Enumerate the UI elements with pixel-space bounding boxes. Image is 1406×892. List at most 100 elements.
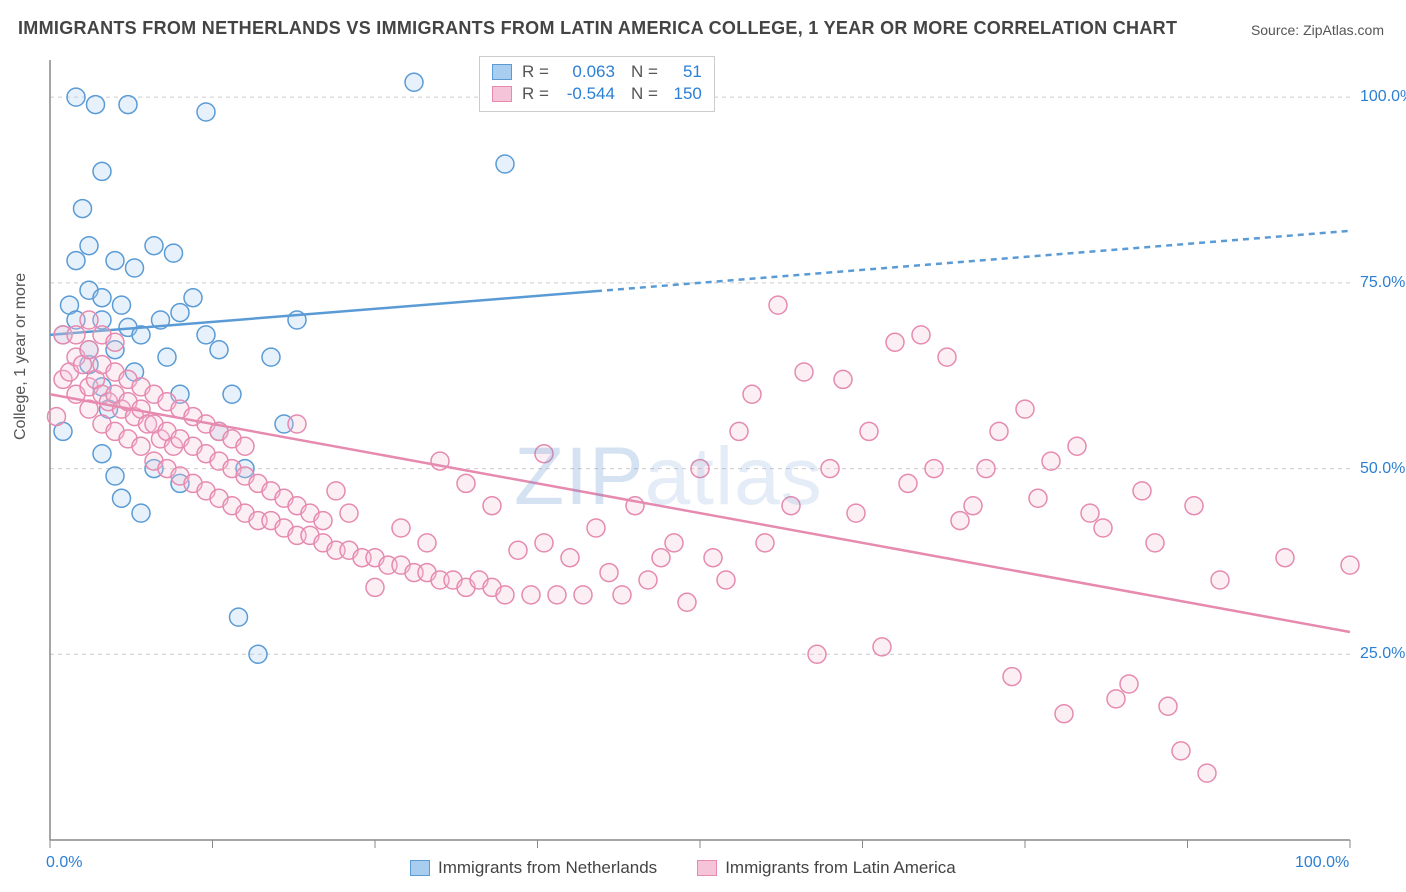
- data-point: [535, 445, 553, 463]
- data-point: [665, 534, 683, 552]
- data-point: [184, 289, 202, 307]
- data-point: [769, 296, 787, 314]
- data-point: [977, 460, 995, 478]
- data-point: [821, 460, 839, 478]
- data-point: [197, 103, 215, 121]
- x-tick-label: 0.0%: [46, 854, 82, 872]
- data-point: [964, 497, 982, 515]
- regression-line: [50, 291, 596, 335]
- data-point: [509, 541, 527, 559]
- data-point: [600, 564, 618, 582]
- data-point: [418, 534, 436, 552]
- legend-series-name: Immigrants from Netherlands: [438, 858, 657, 878]
- data-point: [1016, 400, 1034, 418]
- data-point: [48, 408, 66, 426]
- data-point: [613, 586, 631, 604]
- data-point: [132, 437, 150, 455]
- data-point: [522, 586, 540, 604]
- data-point: [327, 482, 345, 500]
- data-point: [93, 289, 111, 307]
- legend-n-value: 51: [664, 62, 702, 82]
- data-point: [93, 162, 111, 180]
- data-point: [132, 504, 150, 522]
- data-point: [93, 445, 111, 463]
- legend-r-value: -0.544: [555, 84, 615, 104]
- data-point: [1341, 556, 1359, 574]
- data-point: [795, 363, 813, 381]
- data-point: [951, 512, 969, 530]
- y-tick-label: 100.0%: [1360, 88, 1406, 106]
- data-point: [1107, 690, 1125, 708]
- data-point: [67, 88, 85, 106]
- data-point: [756, 534, 774, 552]
- data-point: [782, 497, 800, 515]
- x-tick-label: 100.0%: [1295, 854, 1349, 872]
- data-point: [639, 571, 657, 589]
- data-point: [587, 519, 605, 537]
- data-point: [886, 333, 904, 351]
- data-point: [743, 385, 761, 403]
- data-point: [1133, 482, 1151, 500]
- data-point: [113, 489, 131, 507]
- data-point: [1003, 668, 1021, 686]
- data-point: [899, 474, 917, 492]
- data-point: [67, 252, 85, 270]
- legend-n-label: N =: [631, 62, 658, 82]
- data-point: [405, 73, 423, 91]
- data-point: [938, 348, 956, 366]
- legend-series-name: Immigrants from Latin America: [725, 858, 956, 878]
- data-point: [80, 311, 98, 329]
- data-point: [119, 96, 137, 114]
- legend-n-label: N =: [631, 84, 658, 104]
- data-point: [1185, 497, 1203, 515]
- legend-r-label: R =: [522, 84, 549, 104]
- data-point: [990, 422, 1008, 440]
- data-point: [652, 549, 670, 567]
- data-point: [392, 519, 410, 537]
- data-point: [67, 326, 85, 344]
- legend-n-value: 150: [664, 84, 702, 104]
- data-point: [496, 586, 514, 604]
- data-point: [678, 593, 696, 611]
- data-point: [74, 200, 92, 218]
- legend-r-value: 0.063: [555, 62, 615, 82]
- data-point: [223, 385, 241, 403]
- data-point: [1172, 742, 1190, 760]
- data-point: [1068, 437, 1086, 455]
- data-point: [158, 348, 176, 366]
- data-point: [574, 586, 592, 604]
- legend-swatch: [697, 860, 717, 876]
- data-point: [165, 244, 183, 262]
- data-point: [1055, 705, 1073, 723]
- data-point: [106, 333, 124, 351]
- legend-swatch: [410, 860, 430, 876]
- data-point: [496, 155, 514, 173]
- data-point: [1081, 504, 1099, 522]
- data-point: [548, 586, 566, 604]
- legend-swatch: [492, 64, 512, 80]
- data-point: [1211, 571, 1229, 589]
- legend-swatch: [492, 86, 512, 102]
- legend-item: Immigrants from Latin America: [697, 858, 956, 878]
- data-point: [314, 512, 332, 530]
- data-point: [197, 326, 215, 344]
- legend-item: Immigrants from Netherlands: [410, 858, 657, 878]
- data-point: [457, 474, 475, 492]
- correlation-legend: R =0.063N =51R =-0.544N =150: [479, 56, 715, 112]
- data-point: [535, 534, 553, 552]
- data-point: [340, 504, 358, 522]
- data-point: [171, 304, 189, 322]
- data-point: [717, 571, 735, 589]
- data-point: [106, 467, 124, 485]
- data-point: [561, 549, 579, 567]
- data-point: [873, 638, 891, 656]
- data-point: [87, 96, 105, 114]
- data-point: [230, 608, 248, 626]
- legend-row: R =0.063N =51: [492, 61, 702, 83]
- data-point: [808, 645, 826, 663]
- data-point: [236, 437, 254, 455]
- data-point: [1029, 489, 1047, 507]
- data-point: [1146, 534, 1164, 552]
- data-point: [366, 578, 384, 596]
- data-point: [1276, 549, 1294, 567]
